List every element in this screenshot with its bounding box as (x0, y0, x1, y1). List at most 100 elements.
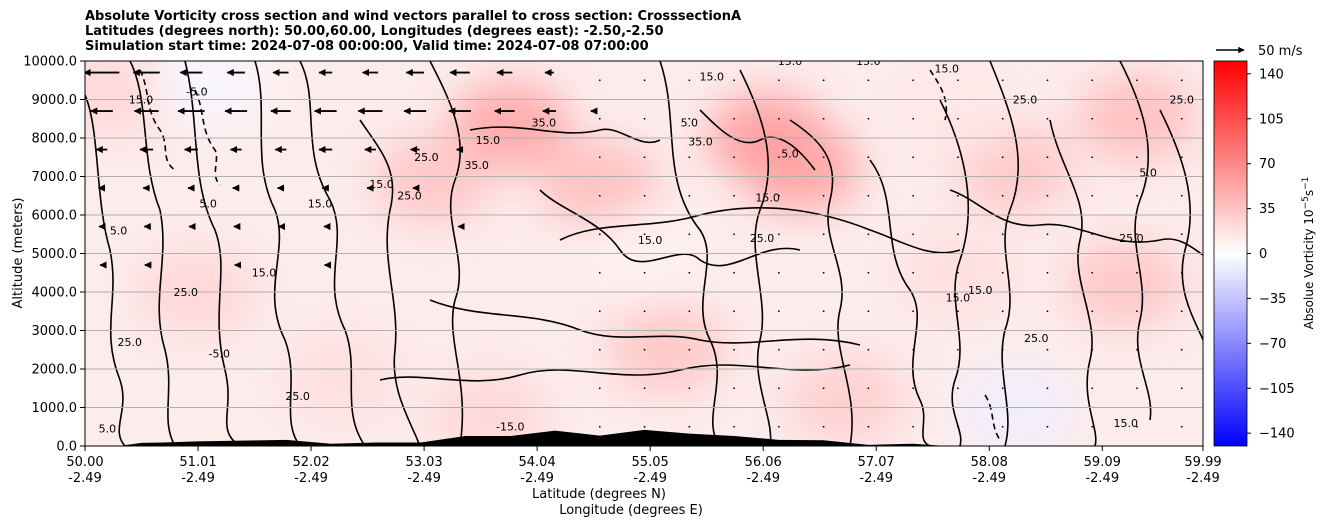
wind-vector-dot (867, 387, 870, 390)
title-line-1: Absolute Vorticity cross section and win… (85, 9, 742, 24)
wind-vector-dot (777, 233, 780, 236)
x-tick-label-lat: 57.07 (858, 455, 895, 470)
wind-vector-dot (1180, 425, 1183, 428)
wind-vector-dot (643, 79, 646, 82)
wind-vector-dot (643, 233, 646, 236)
colorbar-label-text: Absolue Vorticity 10 (1302, 209, 1316, 329)
vorticity-blob (1065, 239, 1186, 330)
wind-vector-dot (777, 425, 780, 428)
wind-vector-dot (867, 79, 870, 82)
wind-vector-dot (1091, 233, 1094, 236)
wind-vector-dot (1180, 387, 1183, 390)
wind-vector-dot (822, 156, 825, 159)
x-tick-label-lon: -2.49 (633, 471, 667, 486)
wind-vector-dot (777, 156, 780, 159)
x-axis-label-latitude: Latitude (degrees N) (532, 487, 666, 502)
wind-vector-dot (1001, 425, 1004, 428)
wind-vector-dot (688, 348, 691, 351)
wind-vector-dot (777, 79, 780, 82)
wind-vector-dot (867, 348, 870, 351)
wind-vector-dot (822, 310, 825, 313)
wind-vector-dot (598, 79, 601, 82)
wind-vector-dot (1091, 79, 1094, 82)
x-tick-label-lat: 59.09 (1084, 455, 1121, 470)
contour-label: 5.0 (781, 147, 799, 160)
contour-label: 15.0 (129, 93, 154, 106)
wind-vector-dot (1180, 156, 1183, 159)
wind-vector-dot (688, 156, 691, 159)
wind-vector-dot (957, 348, 959, 351)
wind-vector-dot (1136, 348, 1138, 351)
contour-label: 35.0 (688, 136, 713, 149)
colorbar-tick-label: −35 (1259, 292, 1286, 307)
wind-vector-dot (957, 117, 959, 120)
contour-line (129, 61, 176, 446)
x-tick-label-lat: 52.02 (292, 455, 329, 470)
contour-label: 15.0 (755, 192, 780, 205)
wind-vector-dot (957, 194, 959, 197)
quiver-key-label: 50 m/s (1258, 44, 1303, 59)
wind-vector-dot (1180, 233, 1183, 236)
contour-labels: 15.025.035.035.025.015.015.0 15.025.015.0… (99, 55, 1194, 436)
x-tick-label-lat: 59.99 (1184, 455, 1221, 470)
contour-label: 15.0 (252, 267, 277, 280)
contour-label: 35.0 (532, 116, 557, 129)
contour-line (85, 94, 126, 446)
wind-vector-dot (688, 425, 691, 428)
wind-vector-dot (1136, 425, 1138, 428)
wind-vector-dot (912, 117, 915, 120)
contour-line-negative (139, 69, 176, 171)
contour-label: 25.0 (750, 232, 775, 245)
vorticity-blob (786, 354, 907, 445)
contour-label: 35.0 (464, 159, 489, 172)
contour-line (469, 126, 661, 143)
wind-vector-dot (867, 233, 870, 236)
wind-vector-dot (1001, 233, 1004, 236)
wind-vector-dot (912, 310, 915, 313)
y-tick-label: 2000.0 (32, 363, 78, 378)
wind-vector-dot (598, 194, 601, 197)
wind-vector-dot (733, 194, 735, 197)
y-tick-label: 8000.0 (32, 132, 78, 147)
vorticity-blob (606, 304, 727, 395)
vorticity-blob (953, 362, 1074, 446)
wind-vector-dot (1001, 79, 1004, 82)
colorbar-tick-label: −140 (1259, 427, 1295, 442)
contour-label: 15.0 (968, 284, 993, 297)
wind-vector-dot (1091, 156, 1094, 159)
vorticity-blob (450, 81, 571, 172)
wind-vector-dot (733, 79, 735, 82)
contour-label: -5.0 (209, 347, 230, 360)
wind-vector-dot (598, 387, 601, 390)
wind-vector-dot (867, 194, 870, 197)
plot-frame (84, 60, 1204, 447)
wind-vector-dot (1046, 348, 1049, 351)
wind-vector-dot (1091, 310, 1094, 313)
wind-vector-dot (1136, 387, 1138, 390)
y-tick-label: 9000.0 (32, 93, 78, 108)
x-tick-label-lon: -2.49 (181, 471, 215, 486)
contour-lines (85, 61, 1203, 446)
colorbar-tick-label: 105 (1259, 112, 1284, 127)
wind-vector-dot (867, 117, 870, 120)
contour-label: 5.0 (99, 423, 117, 436)
wind-vector-dot (1001, 271, 1004, 274)
contour-label: 15.0 (856, 55, 881, 68)
wind-vector-dot (1136, 79, 1138, 82)
wind-vector-dot (822, 117, 825, 120)
contour-line-negative (929, 69, 948, 121)
contour-label: 15.0 (946, 292, 971, 305)
wind-vector-dot (643, 425, 646, 428)
y-tick-label: 4000.0 (32, 286, 78, 301)
wind-vector-dot (1001, 194, 1004, 197)
wind-vector-dot (867, 271, 870, 274)
wind-vector-dot (598, 310, 601, 313)
wind-vector-dot (1001, 387, 1004, 390)
wind-vector-dot (1001, 348, 1004, 351)
x-tick-label-lon: -2.49 (68, 471, 102, 486)
wind-vector-dot (1046, 194, 1049, 197)
contour-label: 25.0 (414, 151, 439, 164)
terrain (85, 429, 1203, 446)
y-axis-label: Altitude (meters) (11, 198, 26, 309)
